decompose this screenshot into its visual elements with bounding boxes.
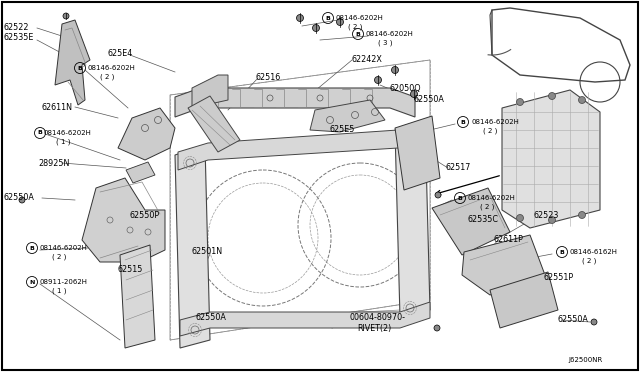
Polygon shape [188, 96, 240, 152]
Text: 62515: 62515 [118, 266, 143, 275]
Text: ( 2 ): ( 2 ) [100, 74, 115, 80]
Text: J62500NR: J62500NR [568, 357, 602, 363]
Circle shape [435, 192, 441, 198]
Circle shape [312, 25, 319, 32]
Text: 62550P: 62550P [130, 212, 160, 221]
Circle shape [410, 90, 417, 97]
Text: ( 2 ): ( 2 ) [348, 24, 362, 30]
Text: 62501N: 62501N [192, 247, 223, 257]
Circle shape [579, 96, 586, 103]
Circle shape [63, 13, 69, 19]
Text: B: B [356, 32, 360, 36]
Text: 28925N: 28925N [38, 158, 69, 167]
Text: 62523: 62523 [534, 211, 559, 219]
Circle shape [392, 67, 399, 74]
Text: B: B [77, 65, 83, 71]
Polygon shape [178, 120, 428, 170]
Text: 625E4: 625E4 [108, 48, 133, 58]
Text: 62611P: 62611P [494, 235, 524, 244]
Text: 62535E: 62535E [4, 33, 35, 42]
Circle shape [579, 212, 586, 218]
Text: 62516: 62516 [255, 74, 280, 83]
Circle shape [516, 99, 524, 106]
Text: 08146-6202H: 08146-6202H [88, 65, 136, 71]
Text: B: B [559, 250, 564, 254]
Text: 08146-6202H: 08146-6202H [471, 119, 519, 125]
Polygon shape [395, 120, 430, 318]
Text: 08146-6162H: 08146-6162H [570, 249, 618, 255]
Text: ( 2 ): ( 2 ) [483, 128, 497, 134]
Text: ( 1 ): ( 1 ) [52, 288, 67, 294]
Polygon shape [180, 302, 430, 336]
Circle shape [296, 15, 303, 22]
Text: 62242X: 62242X [352, 55, 383, 64]
Text: 62550A: 62550A [414, 94, 445, 103]
Text: RIVET(2): RIVET(2) [357, 324, 391, 333]
Text: ( 2 ): ( 2 ) [480, 204, 494, 210]
Text: 08146-6202H: 08146-6202H [40, 245, 88, 251]
Text: 62550A: 62550A [195, 314, 226, 323]
Text: B: B [326, 16, 330, 20]
Circle shape [19, 197, 25, 203]
Text: 625E5: 625E5 [330, 125, 355, 135]
Text: 00604-80970-: 00604-80970- [350, 314, 406, 323]
Circle shape [591, 319, 597, 325]
Polygon shape [55, 20, 90, 105]
Text: 08146-6202H: 08146-6202H [468, 195, 516, 201]
Polygon shape [432, 188, 510, 255]
Text: 08146-6202H: 08146-6202H [44, 130, 92, 136]
Text: B: B [38, 131, 42, 135]
Circle shape [548, 93, 556, 99]
Text: ( 3 ): ( 3 ) [378, 40, 392, 46]
Polygon shape [175, 88, 415, 117]
Polygon shape [462, 235, 545, 295]
Text: N: N [29, 279, 35, 285]
Polygon shape [395, 116, 440, 190]
Text: 62522: 62522 [4, 22, 29, 32]
Polygon shape [126, 162, 155, 183]
Polygon shape [175, 145, 210, 348]
Text: B: B [29, 246, 35, 250]
Polygon shape [310, 100, 385, 132]
Circle shape [374, 77, 381, 83]
Text: 08146-6202H: 08146-6202H [336, 15, 384, 21]
Circle shape [434, 325, 440, 331]
Circle shape [548, 217, 556, 224]
Text: 62517: 62517 [446, 164, 472, 173]
Text: 62551P: 62551P [544, 273, 574, 282]
Text: ( 1 ): ( 1 ) [56, 139, 70, 145]
Polygon shape [502, 90, 600, 228]
Polygon shape [118, 108, 175, 160]
Text: B: B [458, 196, 463, 201]
Text: 08146-6202H: 08146-6202H [366, 31, 414, 37]
Polygon shape [120, 245, 155, 348]
Text: 62611N: 62611N [42, 103, 73, 112]
Circle shape [516, 215, 524, 221]
Text: ( 2 ): ( 2 ) [582, 258, 596, 264]
Circle shape [337, 19, 344, 26]
Text: B: B [461, 119, 465, 125]
Polygon shape [82, 178, 165, 262]
Text: 62535C: 62535C [468, 215, 499, 224]
Text: 62550A: 62550A [4, 193, 35, 202]
Text: 62550A: 62550A [558, 315, 589, 324]
Text: 62050Q: 62050Q [390, 83, 422, 93]
Polygon shape [192, 75, 228, 108]
Text: ( 2 ): ( 2 ) [52, 254, 67, 260]
Text: 08911-2062H: 08911-2062H [40, 279, 88, 285]
Polygon shape [490, 272, 558, 328]
